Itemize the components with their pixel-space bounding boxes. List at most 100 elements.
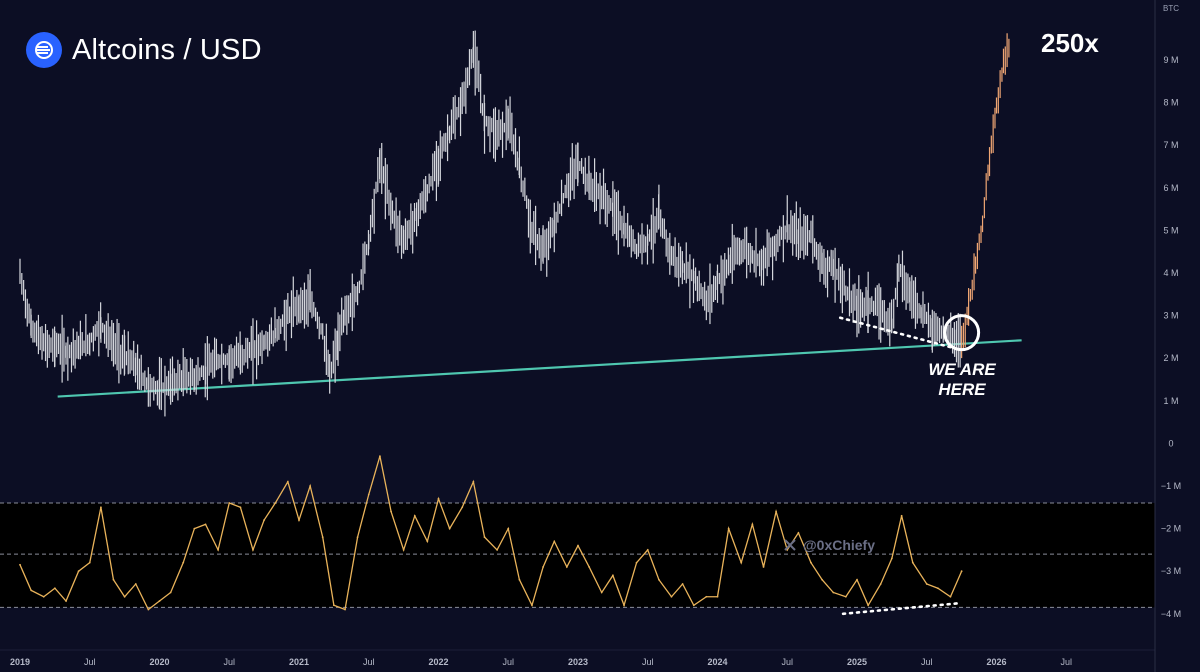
y-tick-label: 4 M — [1163, 268, 1178, 278]
support-trendline — [57, 339, 1022, 398]
oscillator-point — [286, 480, 289, 483]
watermark: @0xChiefy — [783, 537, 875, 553]
oscillator-point — [367, 493, 370, 496]
oscillator-point — [775, 510, 777, 513]
oscillator-point — [182, 561, 185, 564]
exchange-logo-icon — [26, 32, 62, 68]
y-axis: 9 M 8 M 7 M 6 M 5 M 4 M 3 M 2 M 1 M 0 −1 M −2 M −3 M… — [1154, 0, 1181, 672]
y-tick-label: 2 M — [1163, 353, 1178, 363]
oscillator-point — [960, 570, 963, 573]
oscillator-point — [879, 583, 882, 585]
oscillator-point — [762, 566, 765, 568]
oscillator-point — [751, 523, 754, 526]
y-tick-label: −3 M — [1161, 566, 1181, 576]
oscillator-point — [496, 549, 498, 551]
we-are-here-line-1: WE ARE — [928, 360, 996, 379]
oscillator-point — [402, 549, 405, 551]
we-are-here-line-2: HERE — [938, 380, 986, 399]
x-tick-label: 2020 — [149, 657, 169, 667]
y-tick-label: −2 M — [1161, 524, 1181, 534]
oscillator-point — [298, 519, 300, 521]
oscillator-point — [832, 591, 835, 594]
x-tick-label: 2023 — [568, 657, 588, 667]
oscillator-point — [309, 485, 312, 487]
oscillator-point — [77, 570, 80, 573]
we-are-here-label: WE ARE HERE — [912, 360, 1012, 400]
oscillator-point — [390, 510, 392, 513]
oscillator-point — [228, 502, 231, 504]
oscillator-point — [158, 600, 161, 602]
oscillator-point — [949, 595, 952, 598]
oscillator-point — [123, 595, 126, 598]
oscillator-point — [727, 527, 730, 530]
oscillator-point — [204, 523, 207, 526]
oscillator-point — [890, 557, 893, 560]
oscillator-point — [332, 604, 335, 607]
oscillator-point — [239, 506, 242, 509]
x-tick-label: Jul — [921, 657, 933, 667]
oscillator-point — [900, 514, 903, 517]
y-tick-label: −1 M — [1161, 481, 1181, 491]
y-tick-label: 9 M — [1163, 55, 1178, 65]
oscillator-point — [30, 589, 33, 592]
oscillator-point — [810, 561, 812, 564]
oscillator-point — [53, 587, 56, 590]
oscillator-point — [448, 527, 451, 530]
oscillator-point — [577, 544, 579, 547]
oscillator-point — [437, 497, 440, 500]
oscillator-point — [379, 455, 381, 458]
divergence-dotted-line — [841, 601, 962, 616]
x-axis: 2019 Jul 2020 Jul 2021 Jul 2022 Jul 2023 Jul 2024 J… — [0, 649, 1155, 667]
oscillator-point — [646, 549, 649, 551]
symbol-header: Altcoins / USD — [26, 32, 262, 68]
oscillator-point — [705, 595, 708, 598]
oscillator-point — [797, 531, 800, 534]
oscillator-point — [112, 578, 115, 581]
dashed-levels — [0, 502, 1155, 608]
oscillator-point — [856, 578, 858, 581]
x-tick-label: Jul — [502, 657, 514, 667]
divergence-dotted-line — [838, 316, 954, 349]
we-are-here-circle — [943, 314, 981, 352]
axis-unit-badge: BTC — [1163, 4, 1179, 13]
x-tick-label: 2025 — [847, 657, 867, 667]
oscillator-point — [42, 595, 45, 598]
chart-title: Altcoins / USD — [72, 33, 262, 66]
x-logo-icon — [784, 539, 796, 551]
series-layer — [19, 30, 1010, 611]
y-tick-label: 6 M — [1163, 183, 1178, 193]
oscillator-point — [553, 540, 556, 543]
oscillator-point — [88, 561, 91, 564]
x-tick-label: Jul — [1060, 657, 1072, 667]
oscillator-point — [635, 561, 638, 564]
x-tick-label: 2022 — [428, 657, 448, 667]
oscillator-point — [658, 578, 660, 581]
oscillator-point — [169, 591, 172, 594]
oscillator-point — [925, 583, 928, 585]
oscillator-point — [531, 604, 533, 607]
x-tick-label: 2019 — [10, 657, 30, 667]
oscillator-point — [100, 506, 102, 509]
oscillator-point — [147, 608, 150, 611]
oscillator-point — [344, 608, 346, 611]
oscillator-point — [413, 514, 416, 517]
x-tick-label: Jul — [781, 657, 793, 667]
x-tick-label: 2026 — [986, 657, 1006, 667]
oscillator-point — [911, 561, 914, 564]
x-tick-label: 2024 — [707, 657, 727, 667]
y-tick-label: 3 M — [1163, 311, 1178, 321]
oscillator-point — [821, 578, 824, 581]
oscillator-point — [611, 574, 614, 577]
oscillator-point — [565, 566, 568, 568]
oscillator-point — [461, 506, 464, 509]
oscillator-point — [588, 566, 591, 568]
oscillator-point — [692, 604, 695, 607]
y-tick-label: 8 M — [1163, 98, 1178, 108]
x-tick-label: Jul — [223, 657, 235, 667]
oscillator-point — [542, 566, 545, 568]
oscillator-point — [623, 604, 625, 607]
oscillator-point — [217, 549, 219, 551]
oscillator-point — [274, 502, 277, 504]
oscillator-point — [740, 561, 743, 564]
